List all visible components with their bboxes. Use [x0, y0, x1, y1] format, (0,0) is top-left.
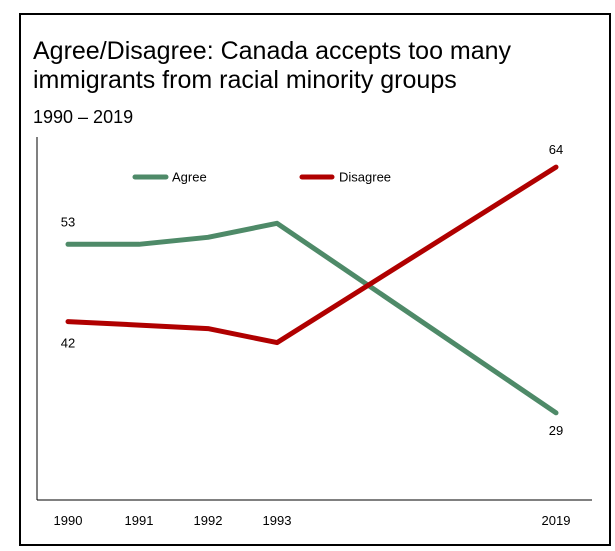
data-label-agree-2019: 29 — [549, 423, 563, 438]
chart-title-line-2: immigrants from racial minority groups — [33, 66, 457, 94]
series-line-disagree — [65, 164, 559, 346]
x-tick-label-1991: 1991 — [125, 513, 154, 528]
chart-subtitle: 1990 – 2019 — [33, 107, 134, 127]
series-layer — [65, 164, 559, 416]
data-label-agree-1990: 53 — [61, 214, 75, 229]
data-label-disagree-2019: 64 — [549, 142, 563, 157]
chart-title: Agree/Disagree: Canada accepts too many … — [33, 37, 511, 95]
x-tick-label-1992: 1992 — [194, 513, 223, 528]
x-tick-label-2019: 2019 — [542, 513, 571, 528]
chart-title-line-1: Agree/Disagree: Canada accepts too many — [33, 37, 512, 65]
x-tick-label-1990: 1990 — [54, 513, 83, 528]
legend-label-agree: Agree — [172, 170, 207, 185]
x-tick-labels: 1990 1991 1992 1993 2019 — [54, 513, 571, 528]
data-labels: 53 29 42 64 — [61, 142, 563, 438]
legend: Agree Disagree — [132, 170, 391, 185]
x-tick-label-1993: 1993 — [263, 513, 292, 528]
data-label-disagree-1990: 42 — [61, 336, 75, 351]
chart-frame — [19, 13, 611, 546]
legend-label-disagree: Disagree — [339, 170, 391, 185]
